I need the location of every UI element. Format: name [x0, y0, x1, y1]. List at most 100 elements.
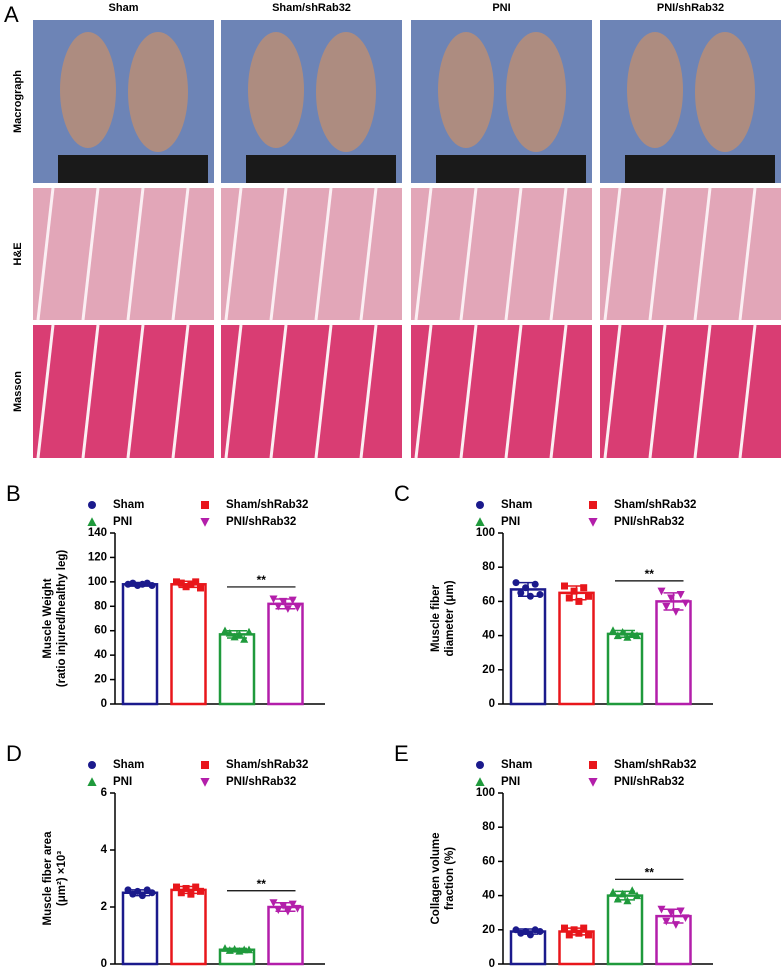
- data-point: [575, 929, 583, 937]
- data-point: [667, 909, 676, 917]
- legend-label: Sham: [501, 499, 532, 511]
- data-point: [531, 580, 539, 588]
- tissue-gap: [36, 187, 55, 321]
- data-point: [244, 945, 254, 954]
- y-tick-label: 2: [101, 901, 107, 913]
- data-point: [192, 883, 200, 891]
- y-axis-label: Collagen volume: [430, 832, 442, 924]
- y-tick-label: 20: [482, 664, 495, 676]
- data-point: [225, 628, 234, 637]
- panel-letter: E: [394, 741, 409, 766]
- y-tick-label: 4: [101, 844, 108, 856]
- data-point: [230, 632, 239, 641]
- column-label: Sham/shRab32: [272, 2, 351, 14]
- y-tick-label: 20: [94, 674, 107, 686]
- legend-label: PNI: [113, 516, 132, 528]
- tissue-gap: [359, 324, 378, 459]
- y-tick-label: 100: [476, 527, 495, 539]
- tissue-gap: [459, 187, 478, 321]
- tissue-gap: [359, 187, 378, 321]
- micrograph: [33, 325, 214, 458]
- data-point: [197, 887, 204, 895]
- legend-marker: [88, 501, 96, 509]
- y-tick-label: 60: [482, 855, 495, 867]
- tissue-gap: [314, 187, 333, 321]
- data-point: [512, 579, 520, 587]
- data-point: [667, 594, 676, 603]
- tissue-gap: [738, 187, 757, 321]
- data-point: [182, 884, 190, 892]
- data-point: [580, 924, 588, 932]
- data-point: [681, 914, 690, 923]
- tissue-gap: [171, 187, 190, 321]
- y-tick-label: 20: [482, 924, 495, 936]
- panel-letter: A: [4, 2, 19, 27]
- data-point: [124, 886, 132, 894]
- bar: [558, 591, 595, 706]
- legend-marker: [589, 501, 597, 509]
- bar: [121, 891, 159, 966]
- legend-label: Sham: [113, 499, 144, 511]
- column-label: PNI: [492, 2, 510, 14]
- legend-marker: [475, 517, 485, 526]
- tissue-gap: [269, 324, 288, 459]
- y-axis-label: (μm²) ×10³: [56, 851, 68, 906]
- legend-label: PNI/shRab32: [226, 516, 296, 528]
- y-tick-label: 120: [88, 551, 107, 563]
- y-tick-label: 60: [94, 625, 107, 637]
- tissue-gap: [414, 324, 433, 459]
- legend-marker: [588, 778, 598, 787]
- legend-marker: [588, 518, 598, 527]
- data-point: [676, 591, 685, 599]
- data-point: [288, 596, 297, 605]
- data-point: [187, 580, 195, 588]
- significance-label: **: [257, 877, 267, 891]
- data-point: [283, 907, 292, 916]
- y-tick-label: 40: [482, 630, 495, 642]
- y-tick-label: 40: [482, 890, 495, 902]
- tissue-gap: [81, 187, 100, 321]
- data-point: [230, 944, 239, 953]
- tissue-gap: [126, 324, 145, 459]
- tissue-gap: [224, 324, 243, 459]
- tissue-gap: [171, 324, 190, 459]
- data-point: [623, 896, 632, 905]
- data-point: [608, 887, 618, 896]
- legend-label: PNI: [113, 776, 132, 788]
- y-axis-label: fraction (%): [444, 847, 456, 910]
- data-point: [632, 631, 642, 640]
- data-point: [517, 589, 525, 597]
- data-point: [220, 944, 230, 952]
- legend-marker: [200, 518, 210, 527]
- legend-marker: [476, 501, 484, 509]
- tissue-gap: [414, 187, 433, 321]
- data-point: [608, 626, 618, 634]
- data-point: [173, 578, 180, 586]
- y-tick-label: 80: [482, 561, 495, 573]
- ruler: [436, 155, 586, 183]
- data-point: [657, 905, 666, 914]
- tissue-gap: [81, 324, 100, 459]
- tissue-gap: [126, 187, 145, 321]
- y-tick-label: 100: [476, 787, 495, 799]
- bar: [606, 632, 644, 706]
- data-point: [526, 592, 534, 600]
- y-axis-label: Muscle Weight: [42, 578, 54, 658]
- specimen: [506, 32, 566, 152]
- data-point: [676, 907, 685, 916]
- bar: [267, 602, 304, 706]
- data-point: [570, 587, 578, 595]
- y-tick-label: 100: [88, 576, 107, 588]
- data-point: [585, 592, 592, 600]
- tissue-gap: [504, 324, 523, 459]
- legend-label: Sham: [113, 759, 144, 771]
- data-point: [536, 928, 544, 936]
- legend-marker: [476, 761, 484, 769]
- data-point: [182, 583, 190, 591]
- y-axis-label: Muscle fiber: [430, 584, 442, 652]
- micrograph: [600, 325, 781, 458]
- data-point: [575, 597, 583, 605]
- tissue-gap: [549, 324, 568, 459]
- data-point: [177, 579, 185, 587]
